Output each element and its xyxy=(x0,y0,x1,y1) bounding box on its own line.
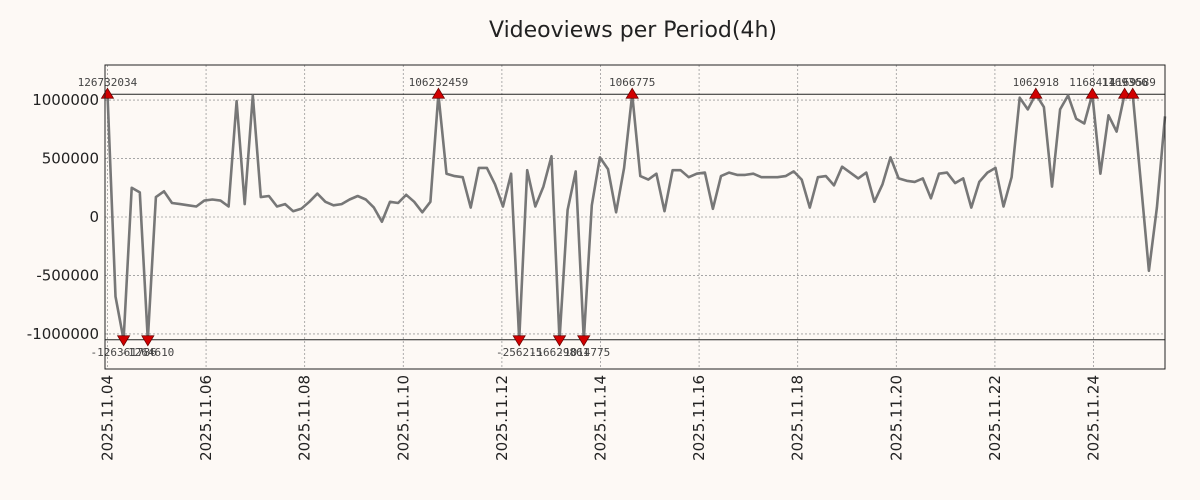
grid xyxy=(105,65,1165,369)
peak-label: 1169589 xyxy=(1110,76,1156,89)
x-tick-label: 2025.11.10 xyxy=(394,375,412,461)
peak-marker xyxy=(625,87,639,99)
trough-marker xyxy=(116,335,131,347)
trough-label: -16629861 xyxy=(530,346,590,359)
trough-label: -1264610 xyxy=(121,346,174,359)
series-layer xyxy=(106,92,1167,342)
y-tick-label: 0 xyxy=(89,208,99,226)
peak-marker xyxy=(100,87,115,99)
x-tick-label: 2025.11.16 xyxy=(690,375,708,461)
trough-marker xyxy=(577,335,591,347)
peak-label: 1168414 xyxy=(1069,76,1116,89)
peak-marker xyxy=(431,87,446,99)
trough-marker xyxy=(512,335,526,347)
x-tick-label: 2025.11.04 xyxy=(98,375,116,461)
x-tick-label: 2025.11.24 xyxy=(1085,375,1103,461)
peak-marker xyxy=(1029,87,1043,99)
y-tick-label: 1000000 xyxy=(32,91,99,109)
trough-marker xyxy=(141,335,155,347)
trough-label: -256215 xyxy=(496,346,542,359)
x-tick-label: 2025.11.06 xyxy=(197,375,215,461)
peak-label: 1066775 xyxy=(609,76,655,89)
x-tick-label: 2025.11.22 xyxy=(986,375,1004,461)
y-tick-label: -1000000 xyxy=(27,325,99,343)
peak-label: 1169366 xyxy=(1101,76,1147,89)
x-tick-label: 2025.11.14 xyxy=(591,375,609,461)
peak-marker xyxy=(1117,87,1132,99)
annotations: 126732034 -126361786-1264610 106232459 -256… xyxy=(78,76,1156,359)
peak-label: 1062918 xyxy=(1013,76,1059,89)
y-tick-label: 500000 xyxy=(42,150,99,168)
plot-frame xyxy=(104,64,1166,370)
trough-label: -126361786 xyxy=(90,346,156,359)
y-tick-labels: 1000000 500000 0 -500000 -1000000 xyxy=(27,91,99,343)
chart-title: Videoviews per Period(4h) xyxy=(489,18,777,43)
x-tick-label: 2025.11.08 xyxy=(296,375,314,461)
peak-marker xyxy=(1126,87,1140,99)
x-tick-label: 2025.11.20 xyxy=(887,375,905,461)
x-tick-label: 2025.11.18 xyxy=(789,375,807,461)
trough-label: -1014775 xyxy=(557,346,610,359)
markers xyxy=(100,87,1140,347)
trough-marker xyxy=(552,335,567,347)
y-tick-label: -500000 xyxy=(36,266,99,284)
x-tick-labels: 2025.11.04 2025.11.06 2025.11.08 2025.11.10… xyxy=(98,375,1102,461)
x-tick-label: 2025.11.12 xyxy=(493,375,511,461)
peak-marker xyxy=(1085,87,1100,99)
series-line xyxy=(106,92,1167,342)
peak-label: 106232459 xyxy=(409,76,469,89)
peak-label: 126732034 xyxy=(78,76,138,89)
